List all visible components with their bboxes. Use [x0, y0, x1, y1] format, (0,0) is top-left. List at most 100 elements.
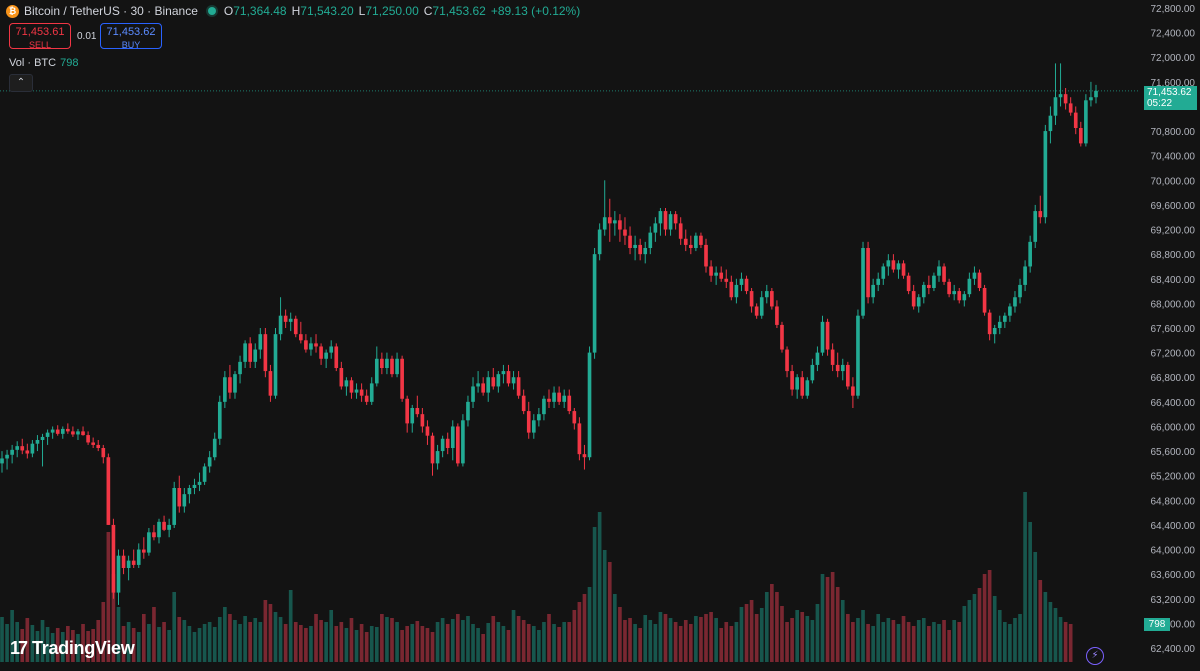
candle-body [572, 411, 577, 424]
volume-bar [658, 612, 663, 662]
candle [430, 432, 435, 476]
volume-bar [699, 617, 703, 662]
candle-body [141, 549, 146, 553]
candle [526, 401, 531, 439]
volume-bar [633, 624, 637, 662]
volume-bar [420, 626, 425, 662]
candle-body [268, 371, 273, 396]
price-axis-label: 68,800.00 [1151, 250, 1196, 261]
volume-bar [846, 614, 850, 662]
volume-bar [238, 624, 242, 662]
volume-bar [688, 624, 693, 662]
candle-body [25, 450, 30, 454]
volume-bar [557, 627, 561, 662]
volume-bar [288, 590, 293, 662]
volume-bar [709, 612, 713, 662]
candle [116, 549, 121, 605]
volume-bar [805, 616, 810, 662]
price-axis-label: 70,400.00 [1151, 152, 1196, 163]
current-price-value: 71,453.62 [1147, 87, 1192, 98]
lightning-icon[interactable]: ⚡ [1086, 647, 1104, 665]
candle-body [238, 361, 242, 375]
candle-body [1058, 94, 1063, 98]
volume-bar [374, 627, 379, 662]
volume-bar [572, 610, 577, 662]
candle-body [136, 549, 141, 565]
candle-body [111, 524, 116, 593]
volume-bar [491, 616, 496, 662]
volume-bar [577, 602, 582, 662]
candle-body [825, 321, 830, 350]
volume-bar [628, 618, 632, 662]
volume-bar [567, 622, 572, 662]
candle [96, 440, 101, 452]
volume-bar [547, 614, 551, 662]
candle [101, 444, 106, 464]
price-axis-label: 62,800.00 [1151, 619, 1196, 630]
candle [374, 346, 379, 387]
candle [496, 371, 501, 393]
candle [248, 337, 252, 368]
volume-bars [0, 492, 1073, 662]
candle [977, 269, 982, 292]
candle-body [329, 346, 334, 353]
candle-body [359, 389, 364, 396]
volume-bar [648, 620, 653, 662]
candle-body [694, 235, 698, 248]
buy-button[interactable]: 71,453.62 BUY [100, 23, 162, 50]
volume-bar [618, 607, 622, 662]
volume-legend[interactable]: Vol · BTC 798 [9, 57, 78, 69]
volume-bar [754, 614, 759, 662]
volume-bar [197, 628, 202, 662]
volume-bar [552, 624, 556, 662]
candle [288, 312, 293, 332]
candle-body [759, 297, 764, 316]
candle-body [380, 358, 384, 368]
candle [76, 428, 80, 440]
candle [121, 549, 126, 575]
candlesticks [0, 63, 1098, 605]
tradingview-logo[interactable]: 17 TradingView [10, 638, 135, 659]
candle [942, 263, 946, 285]
volume-bar [359, 624, 364, 662]
candle [481, 377, 485, 396]
candle [856, 309, 860, 399]
candle [668, 211, 673, 236]
volume-bar [501, 626, 506, 662]
candle-body [602, 217, 607, 230]
candle [1033, 204, 1038, 248]
candle-body [131, 560, 136, 565]
candle-body [299, 334, 303, 341]
candle-body [243, 343, 247, 362]
candle-body [445, 438, 450, 448]
volume-bar [724, 622, 729, 662]
candle-body [157, 521, 161, 538]
collapse-legend-button[interactable]: ⌃ [9, 74, 33, 92]
candle-body [147, 532, 151, 553]
candle [815, 346, 820, 372]
volume-bar [521, 620, 526, 662]
candle-body [354, 389, 359, 393]
candle [653, 217, 658, 242]
candle-body [866, 248, 870, 298]
candle-body [45, 432, 50, 437]
candle-body [997, 321, 1002, 328]
symbol-title[interactable]: Bitcoin / TetherUS · 30 · Binance [24, 4, 198, 18]
candle-body [856, 315, 860, 396]
volume-bar [50, 633, 55, 662]
volume-bar [719, 628, 724, 662]
candle [567, 389, 572, 415]
volume-bar [526, 624, 531, 662]
buy-price: 71,453.62 [106, 26, 156, 38]
candle-body [1003, 315, 1007, 322]
volume-bar [55, 628, 60, 662]
volume-bar [228, 614, 232, 662]
volume-bar [623, 620, 627, 662]
candle-body [815, 352, 820, 365]
sell-button[interactable]: 71,453.61 SELL [9, 23, 71, 50]
volume-bar [309, 626, 313, 662]
volume-bar [304, 628, 308, 662]
candle-body [334, 346, 339, 368]
candle-body [405, 398, 410, 424]
